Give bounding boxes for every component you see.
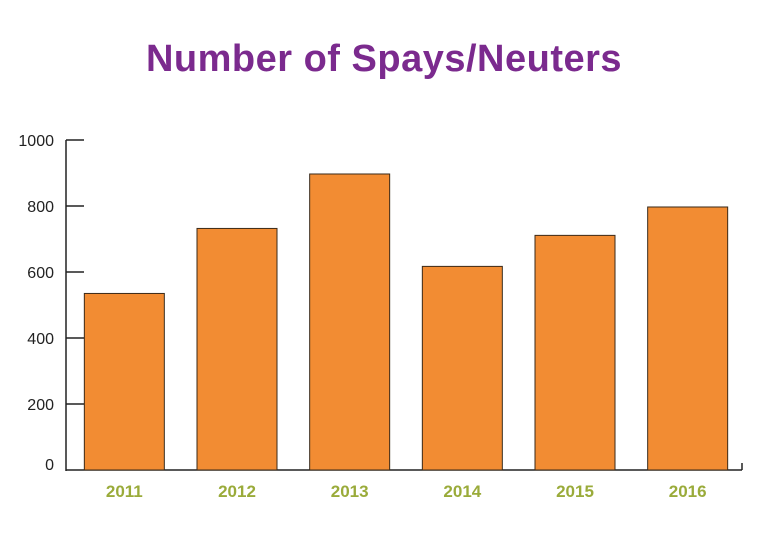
y-tick-label: 800 (27, 199, 54, 216)
y-tick-label: 1000 (18, 133, 54, 150)
y-tick-label: 200 (27, 397, 54, 414)
bar (647, 206, 729, 471)
x-tick-label: 2015 (556, 482, 594, 501)
x-tick-label: 2016 (669, 482, 707, 501)
y-tick-label: 600 (27, 265, 54, 282)
bar (83, 292, 165, 471)
x-tick-label: 2012 (218, 482, 256, 501)
x-tick-label: 2014 (443, 482, 481, 501)
bar (309, 173, 391, 471)
y-tick-label: 0 (45, 457, 54, 474)
x-tick-label: 2011 (106, 482, 143, 501)
bar (421, 265, 503, 471)
x-tick-label: 2013 (331, 482, 369, 501)
chart-title: Number of Spays/Neuters (145, 38, 623, 80)
bar (534, 234, 616, 471)
bar (196, 227, 278, 471)
y-tick-label: 400 (27, 331, 54, 348)
